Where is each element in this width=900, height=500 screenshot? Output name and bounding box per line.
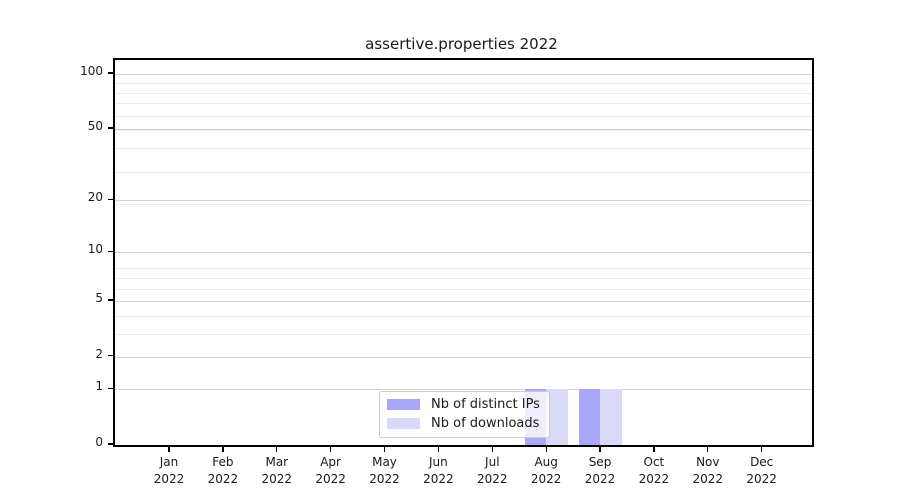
y-tick-label: 5 bbox=[95, 290, 103, 305]
gridline-major bbox=[115, 252, 812, 254]
x-tick-label: Jun 2022 bbox=[423, 455, 454, 486]
y-tick bbox=[108, 127, 113, 129]
gridline-minor bbox=[115, 92, 812, 94]
x-tick bbox=[545, 447, 547, 452]
gridline-major bbox=[115, 300, 812, 302]
y-tick-label: 2 bbox=[95, 346, 103, 361]
x-tick-label: Mar 2022 bbox=[261, 455, 293, 486]
gridline-minor bbox=[115, 148, 812, 150]
y-tick bbox=[108, 355, 113, 357]
x-tick-label: Dec 2022 bbox=[746, 455, 777, 486]
legend-label: Nb of distinct IPs bbox=[431, 397, 540, 412]
y-tick bbox=[108, 72, 113, 74]
y-tick-label: 50 bbox=[87, 118, 103, 133]
x-tick-label: Nov 2022 bbox=[692, 455, 724, 486]
gridline-minor bbox=[115, 130, 812, 132]
gridline-minor bbox=[115, 315, 812, 317]
x-tick bbox=[761, 447, 763, 452]
gridline-major bbox=[115, 73, 812, 75]
y-tick bbox=[108, 387, 113, 390]
y-tick-label: 20 bbox=[87, 190, 103, 205]
chart-title: assertive.properties 2022 bbox=[365, 35, 558, 53]
gridline-minor bbox=[115, 83, 812, 85]
x-tick bbox=[276, 447, 278, 452]
y-tick bbox=[108, 198, 113, 200]
gridline-minor bbox=[115, 115, 812, 117]
gridline-minor bbox=[115, 277, 812, 279]
plot-area: Nb of distinct IPs Nb of downloads bbox=[113, 58, 814, 447]
gridline-minor bbox=[115, 333, 812, 335]
legend-swatch bbox=[387, 418, 420, 429]
gridline-minor bbox=[115, 171, 812, 173]
gridline-major bbox=[115, 389, 812, 391]
x-tick-label: Jan 2022 bbox=[153, 455, 185, 486]
x-tick bbox=[329, 447, 332, 452]
y-tick bbox=[108, 299, 113, 301]
x-tick bbox=[383, 447, 386, 452]
x-tick bbox=[599, 447, 601, 452]
x-tick bbox=[168, 447, 170, 452]
gridline-minor bbox=[115, 204, 812, 206]
x-tick bbox=[437, 447, 440, 452]
gridline-minor bbox=[115, 103, 812, 105]
x-tick bbox=[707, 447, 709, 452]
legend-item: Nb of distinct IPs bbox=[387, 397, 540, 412]
x-tick-label: Aug 2022 bbox=[530, 455, 562, 486]
bar bbox=[578, 389, 600, 445]
x-tick-label: Oct 2022 bbox=[638, 455, 670, 486]
y-tick bbox=[108, 250, 113, 252]
x-tick-label: Jul 2022 bbox=[477, 455, 508, 486]
y-tick-label: 1 bbox=[95, 379, 103, 394]
y-tick-label: 100 bbox=[80, 63, 103, 78]
x-tick-label: Sep 2022 bbox=[584, 455, 616, 486]
gridline-major bbox=[115, 200, 812, 202]
gridline-major bbox=[115, 356, 812, 358]
bar bbox=[546, 389, 568, 445]
x-tick-label: Apr 2022 bbox=[315, 455, 346, 486]
bar bbox=[600, 389, 622, 445]
x-tick bbox=[222, 447, 224, 452]
x-tick bbox=[491, 447, 493, 452]
x-tick-label: May 2022 bbox=[369, 455, 400, 486]
gridline-minor bbox=[115, 268, 812, 270]
legend-label: Nb of downloads bbox=[431, 416, 540, 431]
y-tick bbox=[108, 443, 113, 445]
y-tick-label: 0 bbox=[95, 435, 103, 449]
gridline-major bbox=[115, 128, 812, 130]
legend-swatch bbox=[387, 399, 420, 410]
y-tick-label: 10 bbox=[87, 242, 103, 257]
gridline-minor bbox=[115, 288, 812, 290]
legend-item: Nb of downloads bbox=[387, 416, 540, 431]
x-tick bbox=[653, 447, 655, 452]
legend: Nb of distinct IPs Nb of downloads bbox=[379, 391, 550, 438]
x-tick-label: Feb 2022 bbox=[207, 455, 239, 486]
